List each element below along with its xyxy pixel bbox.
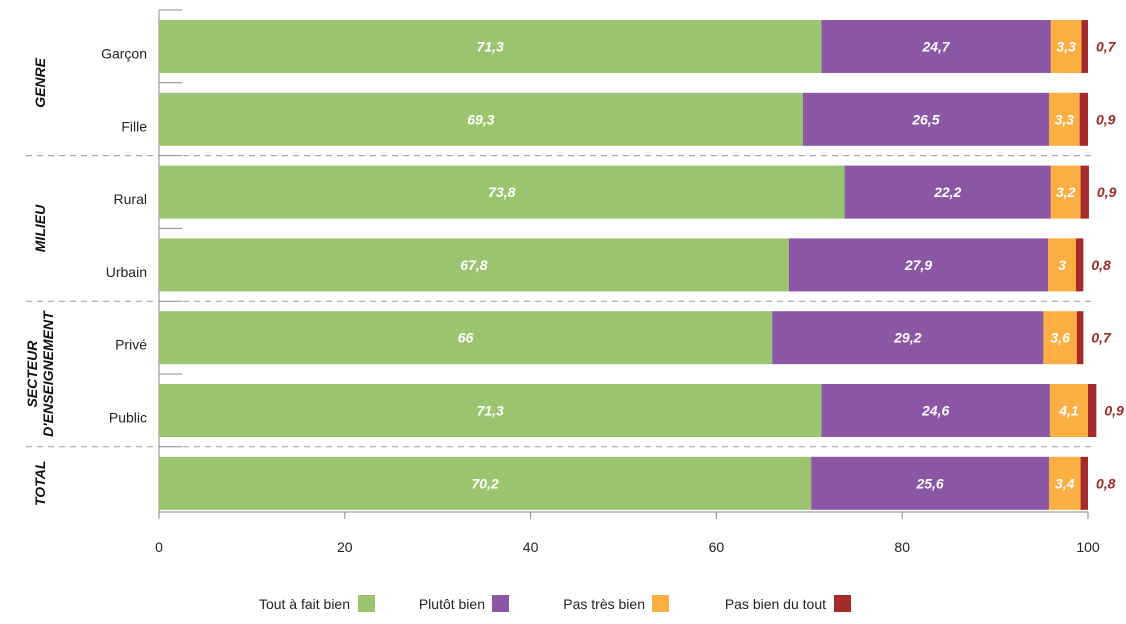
bar-segment xyxy=(1088,384,1097,437)
bar-segment xyxy=(159,92,803,146)
legend-swatch xyxy=(652,595,669,612)
bar-segment xyxy=(821,384,1050,437)
legend-swatch xyxy=(492,595,509,612)
data-label: 0,7 xyxy=(1091,330,1112,346)
bar-segment xyxy=(159,20,822,73)
data-label: 0,9 xyxy=(1096,111,1116,127)
bar-segment xyxy=(159,311,773,365)
x-tick-label: 0 xyxy=(155,539,163,555)
data-label: 0,8 xyxy=(1091,257,1111,273)
bar-segment xyxy=(159,238,789,292)
category-label: Rural xyxy=(114,191,147,207)
data-label: 27,9 xyxy=(904,257,932,273)
legend-label: Plutôt bien xyxy=(419,596,485,612)
data-label: 22,2 xyxy=(933,184,961,200)
data-label: 73,8 xyxy=(488,184,515,200)
data-label: 3,3 xyxy=(1055,111,1075,127)
bar-segment xyxy=(1050,165,1081,219)
x-tick-label: 40 xyxy=(523,539,539,555)
bar-segment xyxy=(159,456,812,510)
legend-swatch xyxy=(834,595,851,612)
bar-segment xyxy=(1081,20,1088,73)
category-label: Fille xyxy=(121,118,147,134)
bar-segment xyxy=(1075,238,1084,292)
data-label: 70,2 xyxy=(471,475,498,491)
bar-segment xyxy=(1048,92,1080,146)
group-label: D'ENSEIGNEMENT xyxy=(40,310,56,437)
data-label: 0,9 xyxy=(1104,403,1124,419)
data-label: 3 xyxy=(1058,257,1066,273)
bar-segment xyxy=(159,165,845,219)
group-label: GENRE xyxy=(32,57,48,107)
data-label: 3,6 xyxy=(1050,330,1070,346)
data-label: 4,1 xyxy=(1058,403,1079,419)
x-tick-label: 100 xyxy=(1076,539,1100,555)
bar-segment xyxy=(772,311,1044,365)
bar-segment xyxy=(821,20,1051,73)
group-label: SECTEUR xyxy=(24,340,40,408)
data-label: 26,5 xyxy=(911,111,939,127)
bar-segment xyxy=(1080,165,1089,219)
data-label: 0,9 xyxy=(1097,184,1117,200)
bar-segment xyxy=(1076,311,1084,365)
bar-segment xyxy=(1048,456,1081,510)
data-label: 0,7 xyxy=(1096,39,1117,55)
data-label: 3,2 xyxy=(1056,184,1076,200)
bar-segment xyxy=(159,384,822,437)
legend-label: Tout à fait bien xyxy=(259,596,350,612)
data-label: 24,7 xyxy=(921,39,950,55)
category-label: Garçon xyxy=(101,46,147,62)
bar-segment xyxy=(1050,20,1082,73)
data-label: 29,2 xyxy=(893,330,921,346)
category-label: Urbain xyxy=(106,264,147,280)
bar-segment xyxy=(811,456,1049,510)
data-label: 24,6 xyxy=(921,403,949,419)
group-label: MILIEU xyxy=(32,204,48,252)
bar-segment xyxy=(1080,456,1088,510)
x-tick-label: 80 xyxy=(894,539,910,555)
data-label: 71,3 xyxy=(477,403,504,419)
data-label: 71,3 xyxy=(477,39,504,55)
data-label: 69,3 xyxy=(467,111,494,127)
legend-swatch xyxy=(358,595,375,612)
bar-segment xyxy=(788,238,1049,292)
legend-label: Pas très bien xyxy=(563,596,645,612)
x-tick-label: 60 xyxy=(709,539,725,555)
bar-segment xyxy=(1079,92,1088,146)
x-tick-label: 20 xyxy=(337,539,353,555)
legend-label: Pas bien du tout xyxy=(725,596,826,612)
data-label: 3,3 xyxy=(1056,39,1076,55)
data-label: 66 xyxy=(458,330,474,346)
category-label: Public xyxy=(109,410,147,426)
bar-segment xyxy=(802,92,1049,146)
bar-segment xyxy=(1049,384,1088,437)
category-label: Privé xyxy=(115,337,147,353)
data-label: 67,8 xyxy=(460,257,487,273)
data-label: 25,6 xyxy=(915,475,943,491)
group-label: TOTAL xyxy=(32,461,48,506)
bar-segment xyxy=(1043,311,1077,365)
bar-segment xyxy=(844,165,1051,219)
data-label: 3,4 xyxy=(1055,475,1075,491)
bar-segment xyxy=(1048,238,1076,292)
data-label: 0,8 xyxy=(1096,475,1116,491)
